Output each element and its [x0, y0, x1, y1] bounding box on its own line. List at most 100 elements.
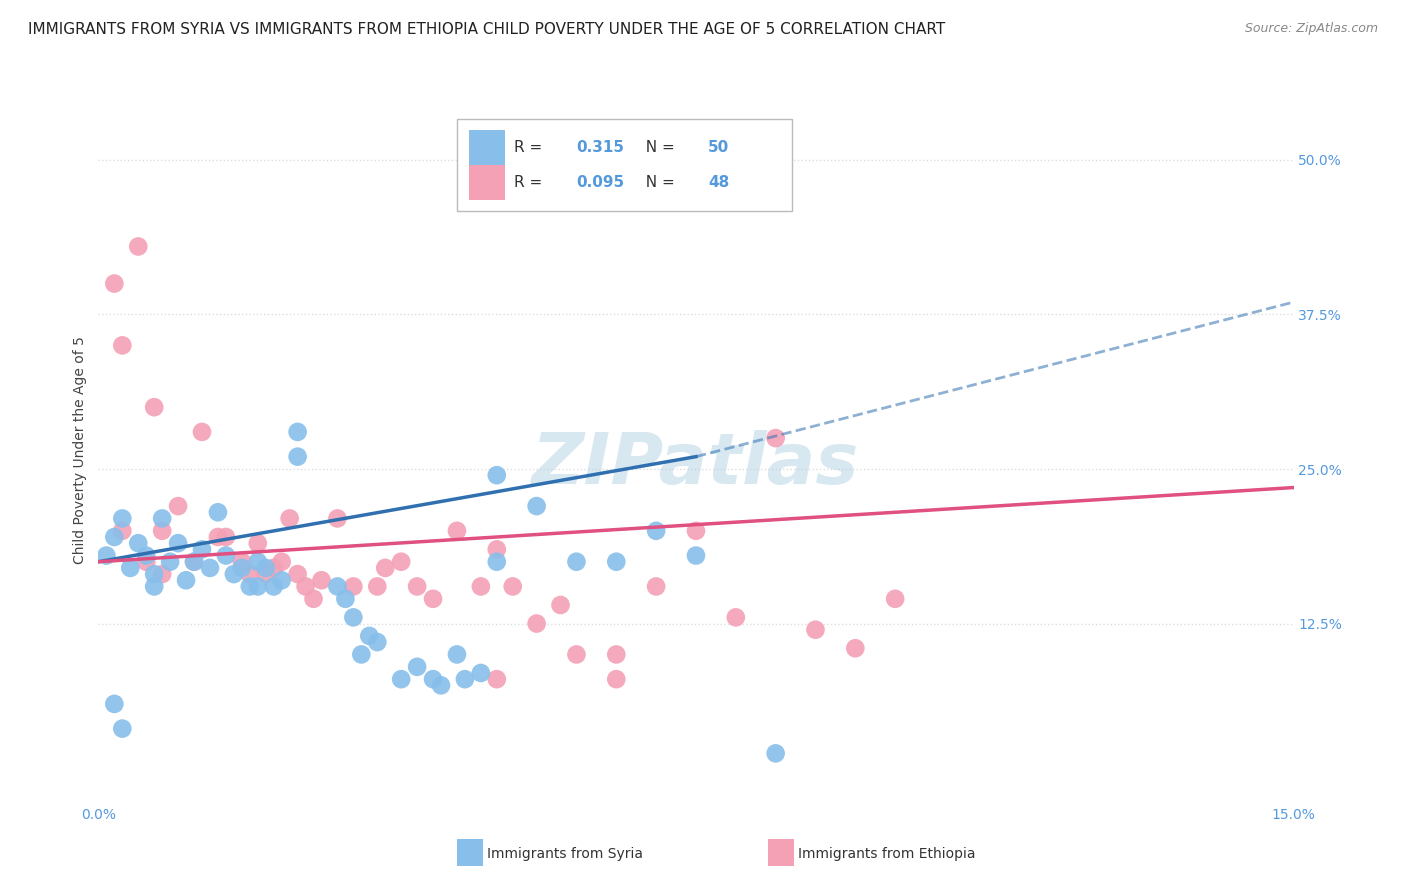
Point	[287, 567, 309, 582]
Point	[605, 555, 627, 569]
Point	[526, 499, 548, 513]
Point	[270, 574, 292, 588]
Text: ZIPatlas: ZIPatlas	[533, 430, 859, 499]
Point	[191, 542, 214, 557]
Text: Immigrants from Syria: Immigrants from Syria	[486, 847, 643, 861]
Point	[359, 629, 381, 643]
Point	[183, 555, 205, 569]
Point	[550, 598, 572, 612]
Point	[159, 555, 181, 569]
Point	[278, 511, 301, 525]
Text: 48: 48	[709, 175, 730, 190]
Point	[135, 555, 157, 569]
Point	[406, 579, 429, 593]
Point	[422, 672, 444, 686]
Point	[366, 635, 388, 649]
Text: R =: R =	[515, 175, 547, 190]
Point	[765, 747, 787, 761]
Text: R =: R =	[515, 140, 547, 155]
Point	[263, 561, 285, 575]
Point	[207, 530, 229, 544]
Point	[111, 524, 134, 538]
Point	[246, 579, 269, 593]
Point	[270, 555, 292, 569]
Point	[342, 610, 364, 624]
Point	[263, 579, 285, 593]
Point	[103, 530, 125, 544]
Point	[174, 574, 197, 588]
Point	[287, 425, 309, 439]
Text: 50: 50	[709, 140, 730, 155]
Point	[150, 567, 173, 582]
Point	[326, 579, 349, 593]
Point	[111, 338, 134, 352]
Point	[389, 555, 412, 569]
Point	[565, 648, 588, 662]
Point	[143, 400, 166, 414]
Point	[605, 672, 627, 686]
Point	[366, 579, 388, 593]
Point	[485, 468, 508, 483]
Point	[254, 561, 277, 575]
Point	[222, 567, 245, 582]
Point	[287, 450, 309, 464]
Text: 0.315: 0.315	[576, 140, 624, 155]
Bar	[470, 130, 505, 165]
Point	[342, 579, 364, 593]
Point	[605, 648, 627, 662]
Point	[502, 579, 524, 593]
Point	[645, 579, 668, 593]
Point	[111, 722, 134, 736]
Point	[335, 591, 357, 606]
Point	[406, 660, 429, 674]
Text: Source: ZipAtlas.com: Source: ZipAtlas.com	[1244, 22, 1378, 36]
Point	[167, 499, 190, 513]
Point	[685, 524, 707, 538]
Point	[485, 555, 508, 569]
Point	[239, 567, 262, 582]
Point	[485, 542, 508, 557]
Point	[198, 561, 221, 575]
Point	[765, 431, 787, 445]
Text: N =: N =	[636, 175, 681, 190]
Point	[207, 505, 229, 519]
Point	[135, 549, 157, 563]
Point	[389, 672, 412, 686]
Point	[470, 665, 492, 680]
Point	[120, 561, 142, 575]
FancyBboxPatch shape	[457, 120, 792, 211]
Point	[103, 697, 125, 711]
Text: N =: N =	[636, 140, 681, 155]
Point	[470, 579, 492, 593]
Point	[143, 567, 166, 582]
Text: Immigrants from Ethiopia: Immigrants from Ethiopia	[797, 847, 974, 861]
Point	[446, 524, 468, 538]
Point	[246, 555, 269, 569]
Bar	[470, 165, 505, 201]
Point	[446, 648, 468, 662]
Point	[311, 574, 333, 588]
Point	[167, 536, 190, 550]
Point	[294, 579, 316, 593]
Point	[422, 591, 444, 606]
Point	[254, 567, 277, 582]
Point	[326, 511, 349, 525]
Point	[239, 579, 262, 593]
Point	[150, 511, 173, 525]
Point	[150, 524, 173, 538]
Point	[374, 561, 396, 575]
Point	[191, 425, 214, 439]
Bar	[457, 839, 484, 866]
Point	[103, 277, 125, 291]
Point	[246, 536, 269, 550]
Point	[127, 239, 149, 253]
Point	[430, 678, 453, 692]
Point	[844, 641, 866, 656]
Point	[485, 672, 508, 686]
Point	[183, 555, 205, 569]
Bar	[768, 839, 794, 866]
Point	[215, 549, 238, 563]
Point	[302, 591, 325, 606]
Point	[111, 511, 134, 525]
Point	[231, 555, 253, 569]
